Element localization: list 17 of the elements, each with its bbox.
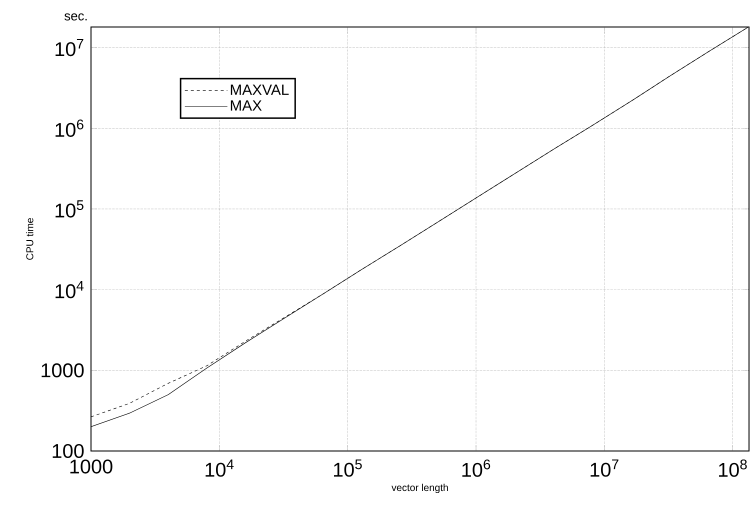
x-tick-label: 10$^{5}$ [334,460,362,477]
x-tick-label: 1000 [70,460,112,474]
legend-label: MAXVAL [230,84,289,95]
x-axis-title: vector length [392,484,448,494]
legend-label: MAX [230,100,262,111]
x-tick-label: 10$^{4}$ [206,460,234,477]
y-tick-label: 10$^{7}$ [56,38,84,56]
y-tick-label: 1000 [42,363,84,378]
x-tick-label: 10$^{8}$ [719,459,747,477]
y-tick-label: 10$^{4}$ [56,280,84,298]
y-tick-label: 10$^{5}$ [56,200,84,218]
x-tick-label: 10$^{6}$ [462,459,490,477]
text: sec. [64,13,87,20]
x-tick-label: 10$^{7}$ [590,460,618,477]
y-tick-label: 100 [52,444,84,458]
y-tick-label: 10$^{6}$ [56,120,84,137]
y-axis-title: CPU time [26,218,34,260]
